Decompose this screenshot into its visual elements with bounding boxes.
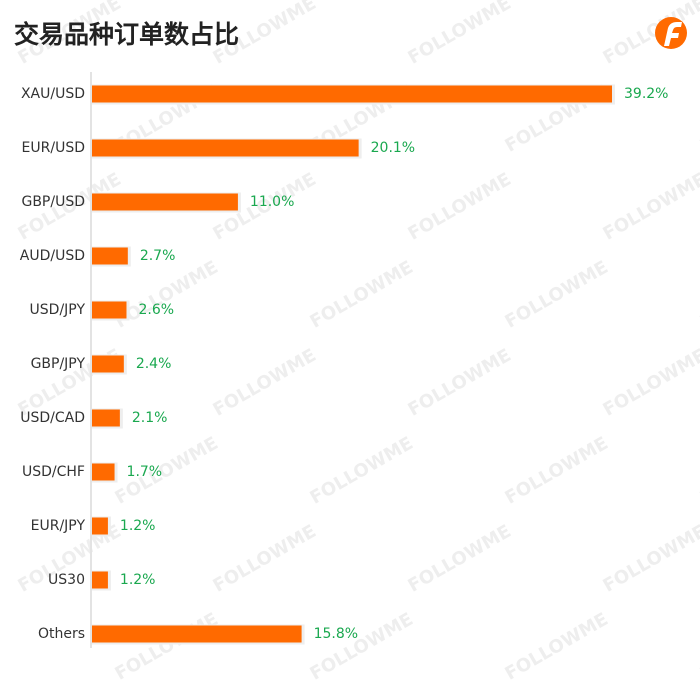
y-tick-label: EUR/USD [22,140,85,156]
bar [92,409,120,427]
y-tick-label: EUR/JPY [31,518,86,534]
watermark: FOLLOWME [502,257,612,333]
watermark: FOLLOWME [502,609,612,685]
bar [92,517,108,535]
watermark: FOLLOWME [405,169,515,245]
y-tick-label: XAU/USD [21,86,85,102]
bar [92,463,115,481]
logo-f [664,22,682,46]
y-tick-label: AUD/USD [20,248,85,264]
watermark: FOLLOWME [502,433,612,509]
watermark: FOLLOWME [600,345,700,421]
watermark: FOLLOWME [307,609,417,685]
watermark: FOLLOWME [307,257,417,333]
watermark: FOLLOWME [600,521,700,597]
data-label: 1.2% [120,572,156,588]
watermark: FOLLOWME [405,521,515,597]
bar [92,247,128,265]
y-tick-label: US30 [48,572,85,588]
watermark: FOLLOWME [112,609,222,685]
y-tick-label: USD/CHF [22,464,85,480]
data-label: 39.2% [624,86,668,102]
bar [92,301,127,319]
bar [92,355,124,373]
y-tick-label: USD/JPY [30,302,86,318]
y-tick-label: GBP/JPY [31,356,86,372]
data-label: 2.4% [136,356,172,372]
data-label: 2.1% [132,410,168,426]
watermark: FOLLOWME [405,345,515,421]
watermark: FOLLOWME [600,169,700,245]
bar [92,571,108,589]
data-label: 1.2% [120,518,156,534]
watermark: FOLLOWME [697,433,700,509]
data-label: 15.8% [314,626,358,642]
watermark: FOLLOWME [112,257,222,333]
watermark: FOLLOWME [210,521,320,597]
data-label: 1.7% [127,464,163,480]
bar [92,625,302,643]
data-label: 2.7% [140,248,176,264]
bar [92,85,612,103]
bar [92,139,359,157]
watermark: FOLLOWME [697,81,700,157]
y-tick-label: Others [38,626,85,642]
watermark: FOLLOWME [307,433,417,509]
y-tick-label: USD/CAD [20,410,85,426]
chart-title: 交易品种订单数占比 [14,20,239,49]
data-label: 11.0% [250,194,294,210]
logo [655,17,687,49]
watermark: FOLLOWME [697,257,700,333]
watermark: FOLLOWME [405,0,515,69]
y-tick-label: GBP/USD [21,194,85,210]
watermark: FOLLOWME [210,345,320,421]
data-label: 20.1% [371,140,415,156]
watermark: FOLLOWME [697,609,700,685]
data-label: 2.6% [138,302,174,318]
bar [92,193,238,211]
